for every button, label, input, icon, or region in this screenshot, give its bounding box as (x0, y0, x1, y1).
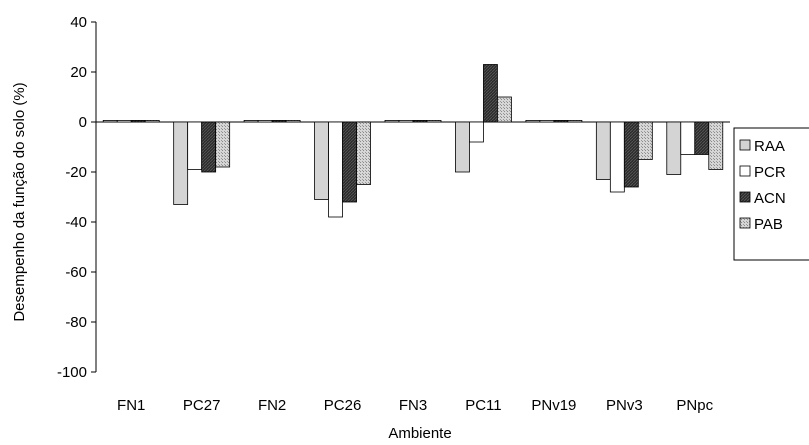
x-axis: FN1 PC27 FN2 PC26 FN3 PC11 PNv19 PNv3 PNpc (117, 397, 714, 414)
bar-acn-pnpc (694, 121, 710, 155)
bar-pab-pnpc (708, 121, 724, 170)
bar-pcr-fn2 (257, 120, 273, 123)
x-tick-label: PNv3 (606, 397, 643, 414)
x-tick-label: PC11 (465, 397, 501, 414)
bar-pcr-pc26 (328, 121, 343, 218)
legend: RAA PCR ACN PAB (733, 127, 809, 261)
legend-swatch-raa (739, 139, 751, 151)
bar-pab-pc27 (215, 121, 231, 168)
bar-acn-fn3 (412, 120, 428, 123)
y-axis-title: Desempenho da função do solo (%) (11, 82, 28, 321)
bar-acn-pc27 (201, 121, 217, 173)
bar-pab-pc26 (356, 121, 371, 185)
bar-pcr-pnv19 (539, 120, 555, 123)
x-tick-label: FN3 (399, 397, 427, 414)
bar-acn-fn2 (271, 120, 287, 123)
bar-acn-fn1 (130, 120, 146, 123)
legend-swatch-pcr (739, 165, 751, 177)
legend-label-raa: RAA (754, 138, 785, 155)
bar-raa-fn3 (384, 120, 400, 123)
bar-pab-fn2 (285, 120, 301, 123)
x-tick-label: PNv19 (531, 397, 576, 414)
bar-raa-fn2 (243, 120, 259, 123)
legend-label-acn: ACN (754, 190, 786, 207)
legend-label-pcr: PCR (754, 164, 786, 181)
x-tick-label: FN2 (258, 397, 286, 414)
bar-raa-pc11 (455, 121, 470, 173)
bar-pab-fn1 (144, 120, 160, 123)
x-tick-label: FN1 (117, 397, 145, 414)
bar-pcr-pnv3 (609, 121, 625, 193)
bar-raa-pnv3 (595, 121, 611, 180)
bar-acn-pnv3 (623, 121, 639, 188)
bar-raa-fn1 (102, 120, 118, 123)
y-tick-label: -80 (65, 314, 87, 331)
bar-raa-pc27 (173, 121, 189, 205)
legend-label-pab: PAB (754, 216, 783, 233)
y-tick-label: 20 (70, 64, 87, 81)
y-tick-label: -20 (65, 164, 87, 181)
x-tick-label: PNpc (676, 397, 713, 414)
y-tick-label: 40 (70, 14, 87, 31)
bar-raa-pnv19 (525, 120, 541, 123)
y-tick-label: -100 (57, 364, 87, 381)
legend-swatch-pab (739, 217, 751, 229)
plot-area (96, 64, 730, 218)
bar-raa-pnpc (666, 121, 682, 175)
x-tick-label: PC26 (324, 397, 362, 414)
y-tick-label: -60 (65, 264, 87, 281)
bar-pcr-fn1 (116, 120, 132, 123)
bar-acn-pnv19 (553, 120, 569, 123)
x-tick-label: PC27 (183, 397, 221, 414)
bar-pab-pc11 (497, 96, 512, 123)
bar-pcr-pc11 (469, 121, 484, 143)
bar-pcr-pnpc (680, 121, 696, 155)
x-axis-title: Ambiente (388, 425, 451, 442)
bar-raa-pc26 (314, 121, 329, 200)
bar-acn-pc11 (483, 64, 498, 123)
legend-swatch-acn (739, 191, 751, 203)
bar-pab-fn3 (426, 120, 442, 123)
y-tick-label: 0 (79, 114, 87, 131)
bar-pab-pnv19 (567, 120, 583, 123)
y-tick-label: -40 (65, 214, 87, 231)
bar-acn-pc26 (342, 121, 357, 203)
bar-pcr-pc27 (187, 121, 203, 170)
bar-pab-pnv3 (637, 121, 653, 160)
bar-pcr-fn3 (398, 120, 414, 123)
y-axis: 40 20 0 -20 -40 -60 -80 -100 (57, 14, 97, 381)
